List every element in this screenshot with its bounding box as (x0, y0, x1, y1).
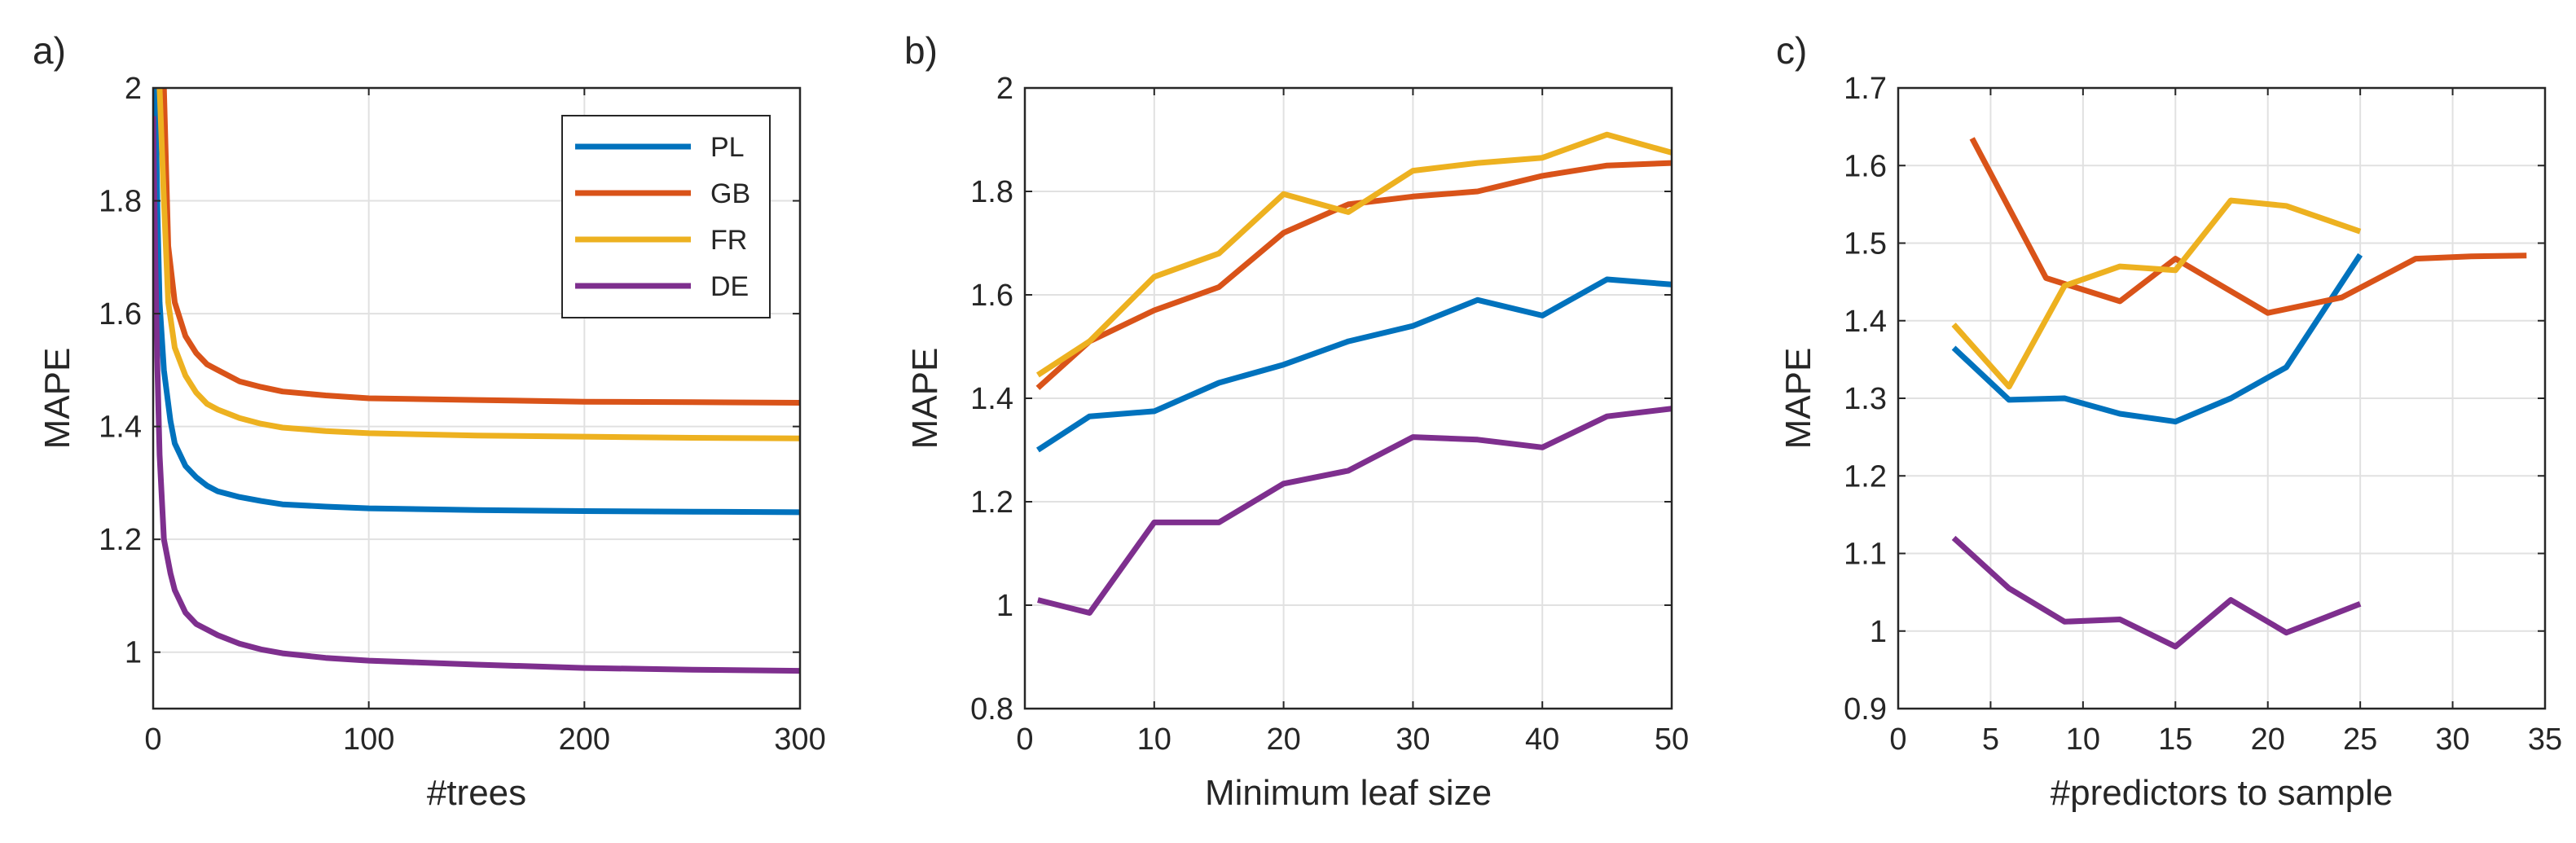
panel-b: 0 10 20 30 40 50 0.8 1 1.2 1.4 1.6 1.8 2 Minimum leaf… (904, 29, 1689, 813)
y-tick-label: 1.1 (1844, 538, 1887, 572)
series-line-pl (153, 88, 800, 516)
series-line-gb (160, 88, 800, 406)
y-tick-label: 1 (996, 589, 1013, 623)
x-axis-label: Minimum leaf size (1205, 773, 1492, 813)
x-tick-label: 200 (559, 722, 610, 757)
x-tick-label: 35 (2528, 722, 2562, 757)
panel-label: c) (1776, 29, 1807, 72)
x-tick-label: 0 (1889, 722, 1906, 757)
x-tick-label: 30 (1396, 722, 1430, 757)
y-axis-label: MAPE (1778, 348, 1818, 450)
y-tick-label: 0.9 (1844, 692, 1887, 727)
x-tick-label: 300 (774, 722, 825, 757)
legend-label-fr: FR (710, 225, 747, 256)
x-tick-label: 30 (2435, 722, 2469, 757)
x-tick-label: 50 (1655, 722, 1689, 757)
panel-label: a) (33, 29, 66, 72)
x-tick-label: 25 (2343, 722, 2377, 757)
x-tick-label: 10 (1137, 722, 1172, 757)
y-axis-label: MAPE (37, 348, 77, 450)
x-axis-label: #trees (427, 773, 526, 813)
series-line-fr (156, 88, 800, 441)
axes-box (152, 86, 802, 710)
y-tick-label: 1.6 (970, 279, 1013, 313)
y-tick-label: 1.4 (970, 382, 1013, 416)
y-tick-label: 1.4 (99, 411, 142, 445)
series-line-pl (1035, 276, 1672, 453)
y-tick-label: 1 (125, 636, 142, 670)
y-tick-label: 1.5 (1844, 227, 1887, 261)
series-line-de (1037, 406, 1672, 616)
series-line-gb (1035, 160, 1672, 390)
series-line-de (1951, 535, 2362, 650)
y-tick-label: 1.7 (1844, 72, 1887, 106)
y-tick-label: 0.8 (970, 692, 1013, 727)
x-axis-label: #predictors to sample (2051, 773, 2394, 813)
y-tick-label: 1.2 (1844, 459, 1887, 494)
x-tick-label: 100 (343, 722, 394, 757)
x-tick-label: 0 (1016, 722, 1033, 757)
y-tick-label: 1.4 (1844, 305, 1887, 339)
y-tick-label: 1.3 (1844, 382, 1887, 416)
x-tick-label: 20 (1266, 722, 1300, 757)
series-line-fr (1035, 131, 1672, 378)
x-tick-label: 5 (1982, 722, 1999, 757)
x-tick-label: 20 (2251, 722, 2285, 757)
y-tick-label: 2 (996, 72, 1013, 106)
y-tick-label: 1.8 (970, 175, 1013, 209)
x-tick-label: 0 (144, 722, 161, 757)
panel-label: b) (904, 29, 938, 72)
y-tick-label: 1 (1870, 615, 1887, 649)
y-tick-label: 1.6 (99, 297, 142, 331)
y-tick-label: 1.2 (99, 523, 142, 557)
series-line-gb (1969, 137, 2527, 316)
x-tick-label: 10 (2066, 722, 2100, 757)
y-axis-label: MAPE (905, 348, 945, 450)
series-line-fr (1951, 197, 2362, 390)
y-tick-label: 2 (125, 72, 142, 106)
legend-label-gb: GB (710, 178, 750, 209)
series-line-pl (1951, 252, 2363, 425)
x-tick-label: 40 (1525, 722, 1559, 757)
y-tick-label: 1.8 (99, 185, 142, 219)
legend-label-de: DE (710, 271, 749, 302)
panel-a: 0 100 200 300 1 1.2 1.4 1.6 1.8 2 #trees MAPE a) PL GB… (33, 29, 826, 813)
legend: PL GB FR DE (561, 115, 771, 318)
x-tick-label: 15 (2158, 722, 2192, 757)
series-line-de (153, 116, 800, 674)
y-tick-label: 1.6 (1844, 149, 1887, 183)
y-tick-label: 1.2 (970, 485, 1013, 520)
panel-c: 0 5 10 15 20 25 30 35 0.9 1 1.1 1.2 1.3 1.4 1.5 1.6 1.7 #… (1776, 29, 2562, 813)
legend-label-pl: PL (710, 132, 745, 163)
